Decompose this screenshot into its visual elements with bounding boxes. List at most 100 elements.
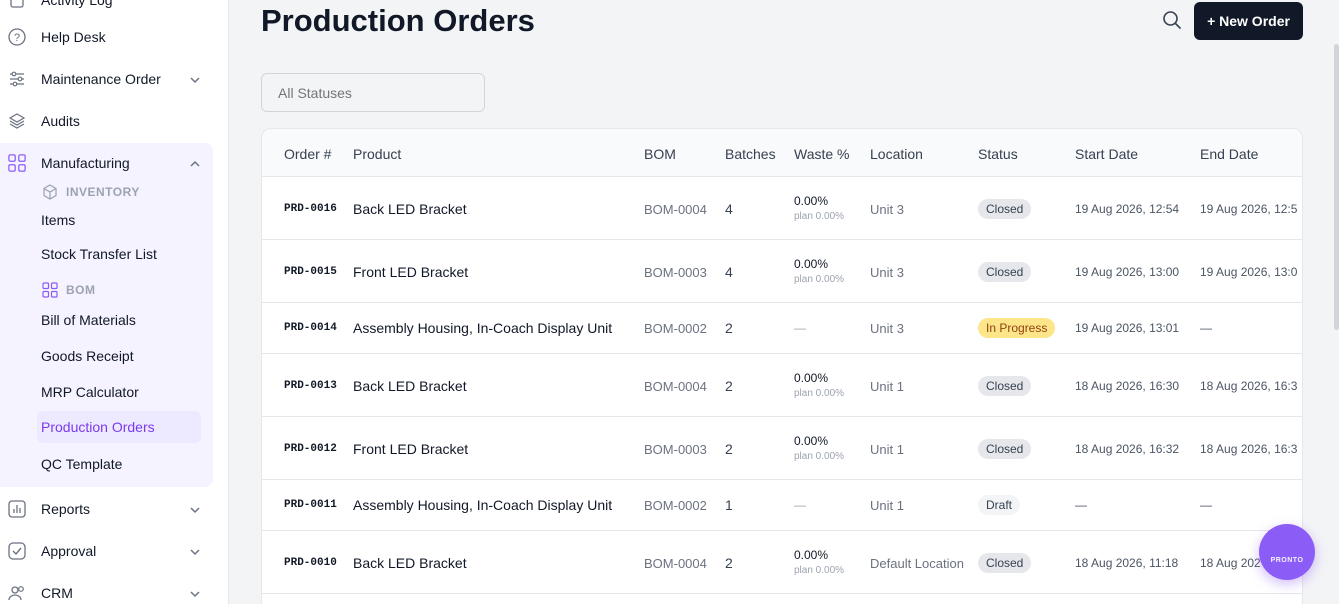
- column-header-status[interactable]: Status: [978, 146, 1018, 162]
- sidebar-item-help-desk[interactable]: ? Help Desk: [0, 19, 228, 55]
- table-row[interactable]: PRD-0012 Front LED Bracket BOM-0003 2 0.…: [262, 417, 1302, 480]
- batches-count: 2: [725, 320, 733, 336]
- waste-value: 0.00% plan 0.00%: [794, 434, 844, 462]
- column-header-bom[interactable]: BOM: [644, 146, 676, 162]
- sidebar-item-label: Help Desk: [41, 29, 106, 45]
- column-header-order[interactable]: Order #: [284, 146, 332, 162]
- location: Unit 3: [870, 202, 904, 217]
- sidebar-item-manufacturing[interactable]: Manufacturing: [0, 145, 228, 181]
- order-number[interactable]: PRD-0011: [284, 499, 337, 511]
- sidebar-item-label: CRM: [41, 585, 73, 601]
- column-header-end-date[interactable]: End Date: [1200, 146, 1259, 162]
- sidebar-subitem-qc-template[interactable]: QC Template: [41, 456, 123, 472]
- column-header-waste[interactable]: Waste %: [794, 146, 850, 162]
- waste-plan: plan 0.00%: [794, 211, 845, 222]
- column-header-batches[interactable]: Batches: [725, 146, 776, 162]
- assistant-fab-button[interactable]: PRONTO: [1259, 524, 1315, 580]
- log-icon: [8, 0, 26, 9]
- bom-code: BOM-0003: [644, 442, 707, 457]
- batches-count: 4: [725, 264, 733, 280]
- sidebar-item-activity-log[interactable]: Activity Log: [0, 0, 228, 18]
- start-date: 19 Aug 2026, 12:54: [1075, 202, 1180, 216]
- chevron-up-icon[interactable]: [189, 157, 201, 175]
- box-icon: [42, 184, 58, 200]
- waste-actual: 0.00%: [794, 194, 829, 208]
- status-badge: Closed: [978, 376, 1032, 396]
- sidebar-item-maintenance-order[interactable]: Maintenance Order: [0, 61, 228, 97]
- page-scrollbar[interactable]: [1334, 44, 1339, 330]
- table-row[interactable]: PRD-0015 Front LED Bracket BOM-0003 4 0.…: [262, 240, 1302, 303]
- start-date: 18 Aug 2026, 16:32: [1075, 442, 1180, 456]
- batches-count: 1: [725, 497, 733, 513]
- bom-header-label: BOM: [66, 283, 96, 297]
- chevron-down-icon[interactable]: [189, 587, 201, 604]
- batches-count: 2: [725, 378, 733, 394]
- order-number[interactable]: PRD-0013: [284, 380, 337, 392]
- sidebar-subitem-stock-transfer-list[interactable]: Stock Transfer List: [41, 246, 157, 262]
- end-date: —: [1200, 498, 1212, 512]
- order-number[interactable]: PRD-0016: [284, 203, 337, 215]
- fab-label: PRONTO: [1270, 556, 1304, 564]
- sidebar-item-label: Audits: [41, 113, 80, 129]
- sidebar-item-crm[interactable]: CRM: [0, 575, 228, 604]
- waste-plan: plan 0.00%: [794, 565, 845, 576]
- end-date: 18 Aug 202: [1200, 556, 1261, 570]
- waste-value: 0.00% plan 0.00%: [794, 257, 844, 285]
- end-date: 19 Aug 2026, 13:0: [1200, 265, 1298, 279]
- sidebar-subitem-mrp-calculator[interactable]: MRP Calculator: [41, 384, 139, 400]
- column-header-product[interactable]: Product: [353, 146, 402, 162]
- table-row[interactable]: PRD-0014 Assembly Housing, In-Coach Disp…: [262, 303, 1302, 354]
- grid-icon: [8, 154, 26, 172]
- page-title: Production Orders: [261, 3, 535, 38]
- batches-count: 4: [725, 201, 733, 217]
- bom-code: BOM-0002: [644, 321, 707, 336]
- end-date: 19 Aug 2026, 12:5: [1200, 202, 1298, 216]
- users-icon: [8, 584, 26, 602]
- product-name: Back LED Bracket: [353, 378, 467, 394]
- product-name: Assembly Housing, In-Coach Display Unit: [353, 320, 613, 336]
- bom-code: BOM-0004: [644, 202, 707, 217]
- column-header-location[interactable]: Location: [870, 146, 923, 162]
- waste-value: 0.00% plan 0.00%: [794, 371, 844, 399]
- sidebar-subitem-items[interactable]: Items: [41, 212, 76, 228]
- new-order-button[interactable]: + New Order: [1194, 2, 1303, 40]
- chevron-down-icon[interactable]: [189, 503, 201, 521]
- sidebar-subitem-production-orders[interactable]: Production Orders: [37, 411, 201, 443]
- status-badge: Draft: [978, 495, 1021, 515]
- sidebar-item-label: Manufacturing: [41, 155, 130, 171]
- order-number[interactable]: PRD-0015: [284, 266, 337, 278]
- status-filter-input[interactable]: [261, 73, 485, 112]
- sidebar-item-audits[interactable]: Audits: [0, 103, 228, 139]
- help-circle-icon: ?: [8, 28, 26, 46]
- sidebar-subitem-bill-of-materials[interactable]: Bill of Materials: [41, 312, 136, 328]
- location: Unit 1: [870, 442, 904, 457]
- bom-code: BOM-0004: [644, 556, 707, 571]
- order-number[interactable]: PRD-0012: [284, 443, 337, 455]
- waste-actual: 0.00%: [794, 371, 829, 385]
- sidebar-subitem-goods-receipt[interactable]: Goods Receipt: [41, 348, 134, 364]
- search-icon[interactable]: [1160, 8, 1184, 32]
- product-name: Front LED Bracket: [353, 264, 469, 280]
- table-row[interactable]: PRD-0010 Back LED Bracket BOM-0004 2 0.0…: [262, 531, 1302, 594]
- start-date: 19 Aug 2026, 13:01: [1075, 321, 1180, 335]
- bom-code: BOM-0002: [644, 498, 707, 513]
- table-row[interactable]: PRD-0011 Assembly Housing, In-Coach Disp…: [262, 480, 1302, 531]
- column-header-start-date[interactable]: Start Date: [1075, 146, 1139, 162]
- waste-plan: plan 0.00%: [794, 451, 845, 462]
- start-date: —: [1075, 498, 1087, 512]
- chevron-down-icon[interactable]: [189, 73, 201, 91]
- location: Unit 3: [870, 321, 904, 336]
- sidebar-item-approval[interactable]: Approval: [0, 533, 228, 569]
- order-number[interactable]: PRD-0010: [284, 557, 337, 569]
- status-badge: Closed: [978, 199, 1032, 219]
- order-number[interactable]: PRD-0014: [284, 322, 337, 334]
- waste-plan: plan 0.00%: [794, 274, 845, 285]
- bom-group-header: BOM: [42, 282, 96, 298]
- sidebar-item-reports[interactable]: Reports: [0, 491, 228, 527]
- table-row[interactable]: PRD-0013 Back LED Bracket BOM-0004 2 0.0…: [262, 354, 1302, 417]
- end-date: —: [1200, 321, 1212, 335]
- chevron-down-icon[interactable]: [189, 545, 201, 563]
- table-row[interactable]: PRD-0016 Back LED Bracket BOM-0004 4 0.0…: [262, 177, 1302, 240]
- location: Default Location: [870, 556, 964, 571]
- svg-text:?: ?: [14, 32, 20, 44]
